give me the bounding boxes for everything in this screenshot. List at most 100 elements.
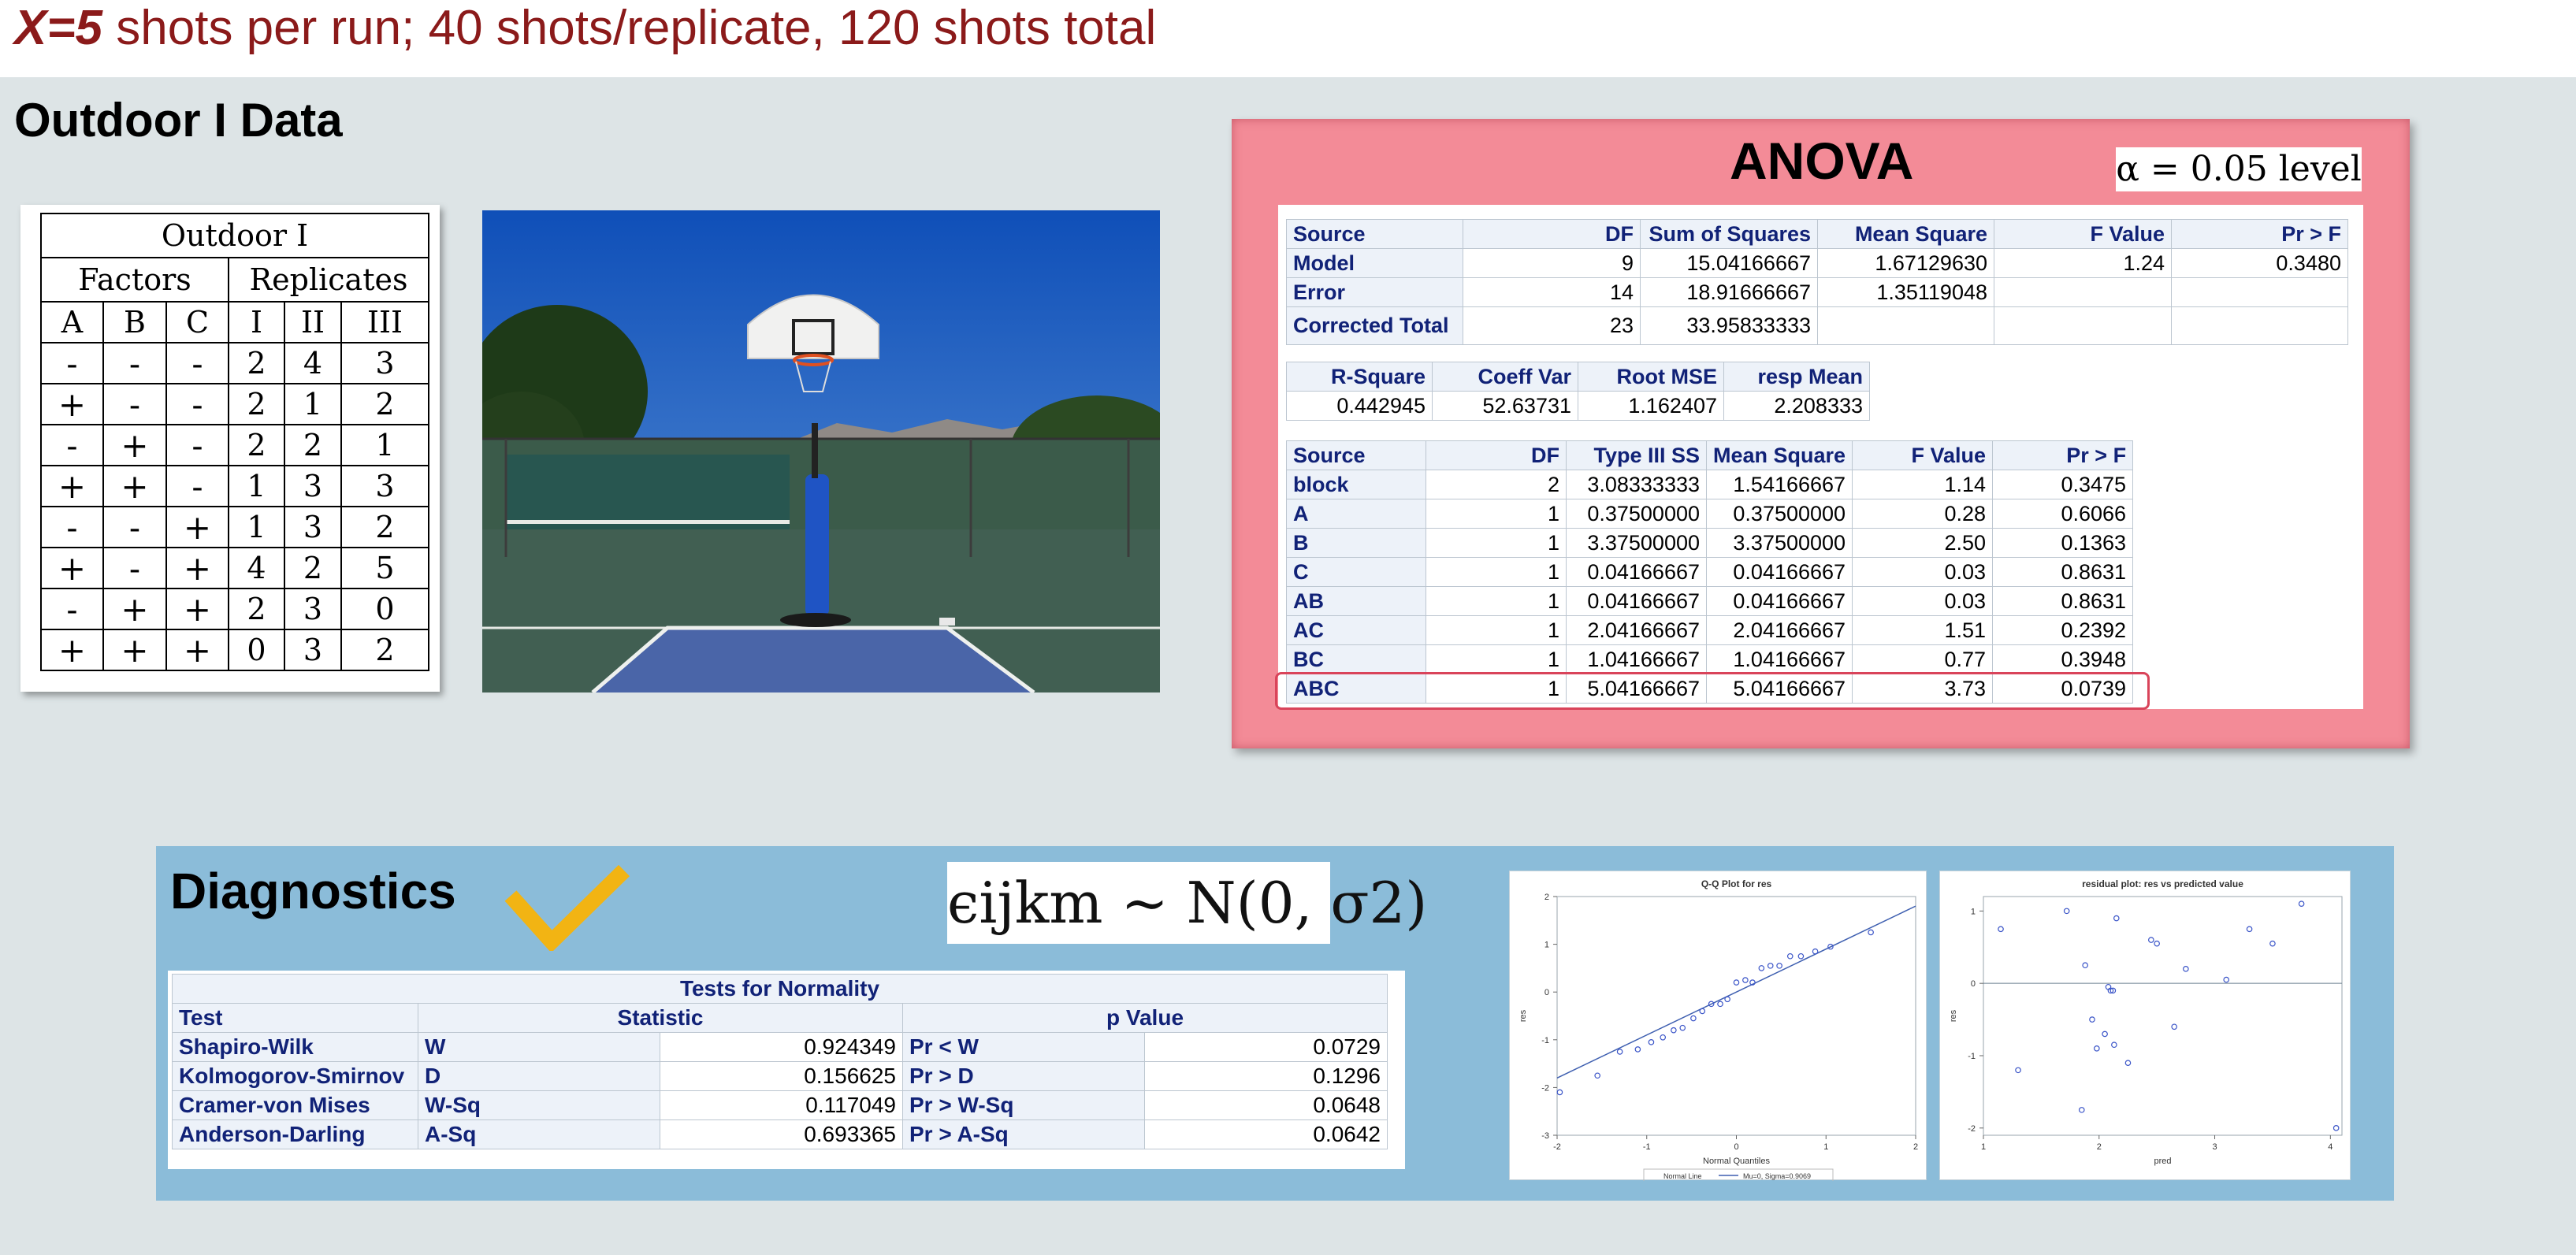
normal-line (1556, 905, 1916, 1079)
value-cell: 5.04166667 (1705, 674, 1853, 704)
y-tick-label: 1 (1544, 941, 1549, 950)
data-point (1767, 963, 1774, 969)
value-cell: 0.3480 (2171, 248, 2348, 278)
y-tick-label: 2 (1544, 893, 1549, 902)
data-point (2113, 915, 2120, 922)
data-point (1786, 952, 1794, 960)
data-point (2269, 940, 2276, 947)
data-point (1594, 1072, 1600, 1079)
stat-name-cell: A-Sq (418, 1119, 660, 1149)
sign-cell: - (165, 342, 229, 384)
col-header: Pr > F (2171, 219, 2348, 249)
sign-cell: + (102, 465, 167, 507)
x-tick-label: 3 (2212, 1142, 2217, 1152)
data-point (1724, 996, 1730, 1003)
value-cell: 1 (1426, 528, 1567, 558)
header-text: X=5 shots per run; 40 shots/replicate, 1… (14, 0, 1156, 57)
sign-cell: + (165, 588, 229, 630)
data-point (1616, 1049, 1623, 1055)
value-cell: 3.37500000 (1705, 528, 1853, 558)
table-row: AB 1 0.04166667 0.04166667 0.03 0.8631 (1286, 586, 2134, 616)
value-cell: 1 (1426, 557, 1567, 587)
y-tick-label: -1 (1541, 1036, 1549, 1045)
col-header: II (284, 301, 342, 343)
value-cell: 2 (340, 383, 429, 425)
value-cell: 2 (284, 424, 342, 466)
x-axis-label: Normal Quantiles (1703, 1157, 1770, 1166)
x-tick-label: 0 (1734, 1142, 1738, 1152)
sign-cell: + (40, 383, 104, 425)
sign-cell: + (165, 506, 229, 548)
value-cell: 3 (284, 629, 342, 671)
value-cell: 0.04166667 (1566, 586, 1707, 616)
col-header: III (340, 301, 429, 343)
data-point (2154, 940, 2160, 947)
col-header: p Value (902, 1003, 1388, 1033)
data-point (2148, 937, 2154, 943)
value-cell: 2.04166667 (1566, 615, 1707, 645)
table-row: Error 14 18.91666667 1.35119048 (1286, 277, 2348, 307)
col-header: resp Mean (1723, 362, 1870, 392)
table-row: AC 1 2.04166667 2.04166667 1.51 0.2392 (1286, 615, 2134, 645)
data-point (2124, 1060, 2132, 1066)
value-cell: 1 (284, 383, 342, 425)
factor-table-title: Outdoor I (40, 213, 429, 258)
value-cell: 2 (228, 424, 285, 466)
value-cell: 0.6066 (1992, 499, 2134, 529)
sign-cell: + (102, 588, 167, 630)
diagnostics-title: Diagnostics (170, 863, 456, 919)
header-rest: shots per run; 40 shots/replicate, 120 s… (102, 1, 1157, 55)
test-name-cell: Shapiro-Wilk (172, 1032, 418, 1062)
source-cell: Model (1286, 248, 1463, 278)
data-point (1758, 965, 1765, 971)
sign-cell: + (40, 629, 104, 671)
col-header: Coeff Var (1432, 362, 1578, 392)
col-header: Statistic (418, 1003, 903, 1033)
value-cell: 33.95833333 (1640, 306, 1818, 345)
table-row: Cramer-von Mises W-Sq 0.117049 Pr > W-Sq 0.0… (172, 1090, 1388, 1120)
data-point (2015, 1067, 2021, 1074)
sign-cell: - (165, 465, 229, 507)
x-tick-label: -2 (1553, 1142, 1561, 1152)
data-point (2111, 1042, 2117, 1049)
table-row: ABC 1 5.04166667 5.04166667 3.73 0.0739 (1286, 674, 2134, 704)
table-row: 0.442945 52.63731 1.162407 2.208333 (1286, 391, 1870, 421)
value-cell: 3 (340, 465, 429, 507)
residual-plot: residual plot: res vs predicted value pre… (1949, 878, 2343, 1166)
value-cell (1994, 306, 2172, 345)
source-cell: C (1286, 557, 1426, 587)
value-cell: 0.0642 (1144, 1119, 1388, 1149)
value-cell: 0.3948 (1992, 644, 2134, 674)
p-label-cell: Pr > A-Sq (902, 1119, 1145, 1149)
value-cell: 52.63731 (1432, 391, 1578, 421)
y-tick-label: -3 (1541, 1131, 1549, 1141)
abc-highlight-box (1275, 672, 2150, 710)
value-cell: 23 (1463, 306, 1641, 345)
table-row: + - -2 1 2 (40, 383, 429, 425)
col-header: Root MSE (1578, 362, 1724, 392)
value-cell: 0.37500000 (1705, 499, 1853, 529)
source-cell: Error (1286, 277, 1463, 307)
value-cell: 1 (228, 506, 285, 548)
value-cell: 0.0729 (1144, 1032, 1388, 1062)
value-cell: 0 (228, 629, 285, 671)
table-row: BC 1 1.04166667 1.04166667 0.77 0.3948 (1286, 644, 2134, 674)
p-label-cell: Pr > D (902, 1061, 1145, 1091)
x-tick-label: -1 (1643, 1142, 1651, 1152)
value-cell: 5.04166667 (1566, 674, 1707, 704)
header-bar: X=5 shots per run; 40 shots/replicate, 1… (0, 0, 2576, 77)
data-point (1648, 1039, 1655, 1045)
value-cell: 0.2392 (1992, 615, 2134, 645)
value-cell: 1.04166667 (1566, 644, 1707, 674)
data-point (1868, 929, 1874, 936)
data-point (1742, 977, 1749, 983)
value-cell: 4 (284, 342, 342, 384)
x-label: X=5 (14, 1, 103, 55)
value-cell: 2.04166667 (1705, 615, 1853, 645)
factors-group-header: Factors (40, 257, 229, 303)
data-point (2102, 1030, 2108, 1038)
col-header: DF (1463, 219, 1641, 249)
value-cell: 3.37500000 (1566, 528, 1707, 558)
table-row: - - +1 3 2 (40, 506, 429, 548)
sign-cell: + (40, 465, 104, 507)
